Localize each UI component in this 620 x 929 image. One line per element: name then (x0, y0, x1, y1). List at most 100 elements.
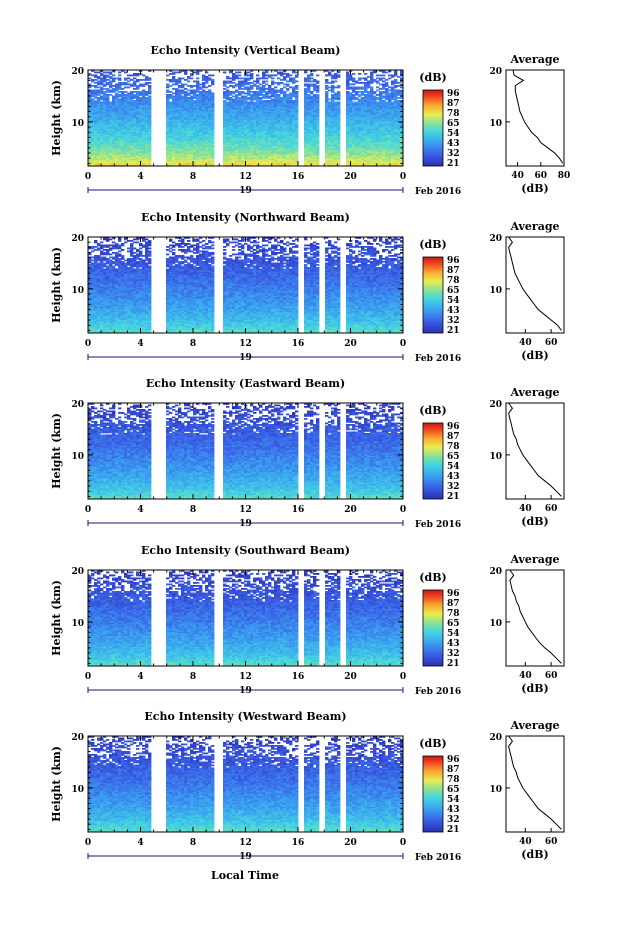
heatmap-cell (262, 85, 265, 87)
heatmap-cell (277, 82, 280, 84)
heatmap-cell (241, 78, 244, 80)
heatmap-cell (304, 84, 307, 86)
heatmap-cell (265, 75, 268, 77)
heatmap-cell (307, 75, 310, 77)
heatmap-cell (244, 78, 247, 80)
heatmap-cell (94, 82, 97, 84)
heatmap-cell (373, 79, 376, 81)
heatmap-cell (256, 75, 259, 77)
heatmap-cell (331, 85, 334, 87)
heatmap-cell (181, 90, 184, 92)
heatmap-cell (277, 90, 280, 92)
heatmap-cell (271, 88, 274, 90)
heatmap-cell (232, 82, 235, 84)
heatmap-cell (115, 78, 118, 80)
heatmap-cell (295, 91, 298, 93)
heatmap-cell (379, 88, 382, 90)
heatmap-cell (385, 102, 388, 104)
heatmap-cell (133, 94, 136, 96)
heatmap-cell (193, 90, 196, 92)
heatmap-cell (388, 87, 391, 89)
heatmap-cell (313, 94, 316, 96)
heatmap-cell (91, 90, 94, 92)
heatmap-cell (178, 85, 181, 87)
heatmap-cell (367, 91, 370, 93)
heatmap-cell (265, 84, 268, 86)
heatmap-cell (100, 87, 103, 89)
heatmap-cell (283, 76, 286, 78)
heatmap-cell (307, 84, 310, 86)
heatmap-cell (262, 94, 265, 96)
heatmap-cell (352, 78, 355, 80)
heatmap-cell (328, 99, 331, 101)
heatmap-cell (118, 99, 121, 101)
panel-title: Echo Intensity (Vertical Beam) (150, 44, 340, 57)
heatmap-cell (196, 94, 199, 96)
heatmap-cell (361, 78, 364, 80)
heatmap-cell (187, 76, 190, 78)
heatmap-cell (292, 100, 295, 102)
heatmap-cell (106, 79, 109, 81)
heatmap-cell (208, 78, 211, 80)
heatmap-cell (232, 99, 235, 101)
heatmap-cell (193, 81, 196, 83)
heatmap-cell (202, 82, 205, 84)
heatmap-cell (235, 94, 238, 96)
heatmap-cell (190, 85, 193, 87)
heatmap-cell (328, 87, 331, 89)
heatmap-cell (316, 81, 319, 83)
heatmap-cell (391, 87, 394, 89)
heatmap-cell (364, 82, 367, 84)
heatmap-cell (364, 78, 367, 80)
heatmap-cell (178, 78, 181, 80)
heatmap-cell (238, 81, 241, 83)
heatmap-cell (127, 87, 130, 89)
heatmap-cell (397, 90, 400, 92)
heatmap-cell (169, 94, 172, 96)
heatmap-cell (121, 82, 124, 84)
heatmap-cell (316, 85, 319, 87)
heatmap-cell (187, 81, 190, 83)
heatmap-cell (97, 76, 100, 78)
heatmap-cell (142, 90, 145, 92)
heatmap-cell (169, 102, 172, 104)
heatmap-cell (316, 94, 319, 96)
heatmap-cell (127, 81, 130, 83)
heatmap-cell (397, 97, 400, 99)
heatmap-cell (259, 78, 262, 80)
heatmap-cell (142, 75, 145, 77)
heatmap-cell (247, 102, 250, 104)
heatmap-cell (379, 75, 382, 77)
heatmap-cell (211, 93, 214, 95)
heatmap-cell (94, 90, 97, 92)
heatmap-cell (265, 100, 268, 102)
heatmap-cell (382, 96, 385, 98)
heatmap-cell (289, 87, 292, 89)
heatmap-cell (367, 81, 370, 83)
heatmap-cell (253, 81, 256, 83)
heatmap-cell (292, 87, 295, 89)
heatmap-cell (226, 76, 229, 78)
heatmap-cell (118, 75, 121, 77)
heatmap-cell (394, 85, 397, 87)
heatmap-cell (106, 94, 109, 96)
heatmap-cell (259, 97, 262, 99)
heatmap-cell (295, 81, 298, 83)
heatmap-cell (325, 91, 328, 93)
heatmap-cell (229, 78, 232, 80)
heatmap-cell (106, 82, 109, 84)
heatmap-cell (223, 88, 226, 90)
heatmap-cell (91, 85, 94, 87)
heatmap-cell (208, 85, 211, 87)
heatmap-cell (193, 100, 196, 102)
heatmap-cell (97, 87, 100, 89)
heatmap-cell (355, 91, 358, 93)
heatmap-cell (379, 91, 382, 93)
heatmap-cell (133, 91, 136, 93)
heatmap-cell (262, 100, 265, 102)
heatmap-cell (118, 78, 121, 80)
heatmap-cell (175, 88, 178, 90)
heatmap-cell (280, 88, 283, 90)
heatmap-cell (88, 84, 91, 86)
heatmap-cell (376, 81, 379, 83)
